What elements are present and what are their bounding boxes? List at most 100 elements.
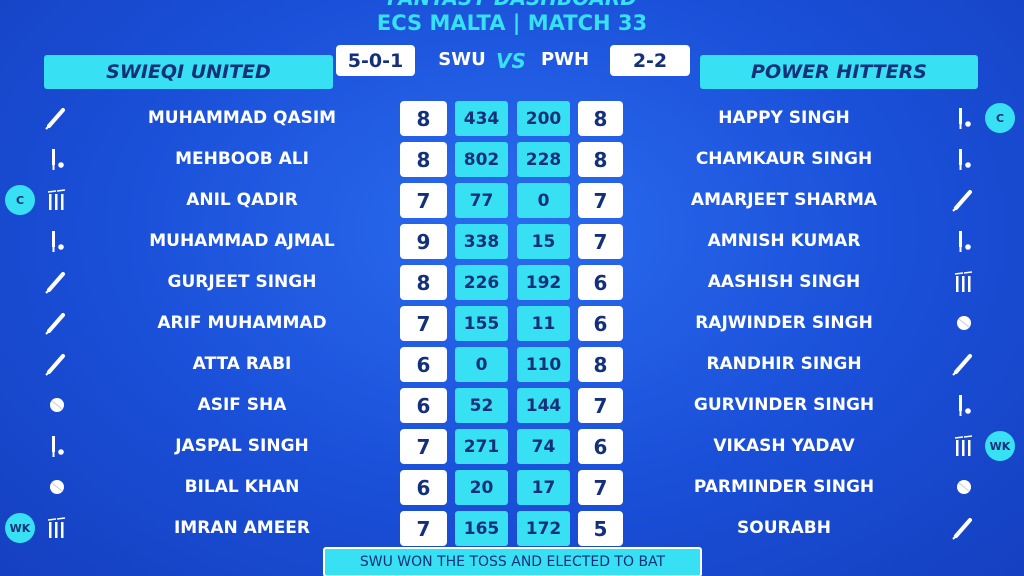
role-icon xyxy=(959,108,971,129)
home-credit: 6 xyxy=(400,347,447,382)
role-icon xyxy=(45,354,65,376)
away-team: POWER HITTERS xyxy=(700,55,978,89)
away-record: 2-2 xyxy=(610,45,690,76)
away-credit: 8 xyxy=(578,347,623,382)
away-points: 192 xyxy=(517,265,570,300)
away-player: AMARJEET SHARMA xyxy=(690,190,878,210)
role-icon xyxy=(952,190,972,212)
role-icon xyxy=(47,189,66,210)
away-player: HAPPY SINGH xyxy=(718,108,850,128)
role-icon xyxy=(52,436,64,457)
away-credit: 7 xyxy=(578,470,623,505)
home-player: ARIF MUHAMMAD xyxy=(157,313,327,333)
home-player: MEHBOOB ALI xyxy=(175,149,309,169)
home-player: MUHAMMAD QASIM xyxy=(147,108,337,128)
away-player: CHAMKAUR SINGH xyxy=(695,149,873,169)
away-player: RANDHIR SINGH xyxy=(706,354,862,374)
role-icon xyxy=(952,354,972,376)
role-icon xyxy=(45,108,65,130)
home-player: JASPAL SINGH xyxy=(175,436,309,456)
away-points: 0 xyxy=(517,183,570,218)
home-points: 802 xyxy=(455,142,508,177)
home-points: 0 xyxy=(455,347,508,382)
away-points: 15 xyxy=(517,224,570,259)
away-points: 144 xyxy=(517,388,570,423)
home-badge: WK xyxy=(5,513,35,543)
away-points: 11 xyxy=(517,306,570,341)
home-points: 52 xyxy=(455,388,508,423)
away-code: PWH xyxy=(540,48,590,70)
role-icon xyxy=(47,517,66,538)
role-icon xyxy=(954,271,973,292)
role-icon xyxy=(45,313,65,335)
role-icon xyxy=(50,398,64,412)
role-icon xyxy=(952,518,972,540)
away-credit: 7 xyxy=(578,388,623,423)
away-player: AASHISH SINGH xyxy=(707,272,861,292)
away-points: 17 xyxy=(517,470,570,505)
role-icon xyxy=(52,149,64,170)
home-player: ASIF SHA xyxy=(197,395,287,415)
home-player: BILAL KHAN xyxy=(184,477,300,497)
home-credit: 8 xyxy=(400,142,447,177)
home-points: 20 xyxy=(455,470,508,505)
home-points: 338 xyxy=(455,224,508,259)
away-badge: WK xyxy=(985,431,1015,461)
away-player: VIKASH YADAV xyxy=(713,436,855,456)
away-points: 200 xyxy=(517,101,570,136)
away-credit: 7 xyxy=(578,183,623,218)
away-credit: 6 xyxy=(578,429,623,464)
role-icon xyxy=(957,480,971,494)
role-icon xyxy=(50,480,64,494)
away-credit: 5 xyxy=(578,511,623,546)
home-player: ANIL QADIR xyxy=(186,190,298,210)
away-credit: 6 xyxy=(578,265,623,300)
home-credit: 7 xyxy=(400,511,447,546)
role-icon xyxy=(957,316,971,330)
home-credit: 7 xyxy=(400,183,447,218)
home-points: 77 xyxy=(455,183,508,218)
home-credit: 6 xyxy=(400,470,447,505)
home-credit: 7 xyxy=(400,429,447,464)
away-credit: 8 xyxy=(578,142,623,177)
home-badge: C xyxy=(5,185,35,215)
away-player: GURVINDER SINGH xyxy=(693,395,875,415)
role-icon xyxy=(45,272,65,294)
home-player: IMRAN AMEER xyxy=(173,518,311,538)
away-credit: 7 xyxy=(578,224,623,259)
home-points: 155 xyxy=(455,306,508,341)
home-credit: 6 xyxy=(400,388,447,423)
away-points: 172 xyxy=(517,511,570,546)
home-points: 271 xyxy=(455,429,508,464)
role-icon xyxy=(959,231,971,252)
home-credit: 9 xyxy=(400,224,447,259)
away-player: AMNISH KUMAR xyxy=(707,231,861,251)
home-code: SWU xyxy=(438,48,486,70)
away-points: 110 xyxy=(517,347,570,382)
role-icon xyxy=(52,231,64,252)
away-player: RAJWINDER SINGH xyxy=(695,313,873,333)
title: FANTASY DASHBOARD xyxy=(312,0,712,10)
home-credit: 8 xyxy=(400,101,447,136)
footer: SWU WON THE TOSS AND ELECTED TO BAT xyxy=(323,547,702,576)
home-points: 434 xyxy=(455,101,508,136)
away-player: PARMINDER SINGH xyxy=(693,477,875,497)
home-points: 165 xyxy=(455,511,508,546)
home-record: 5-0-1 xyxy=(336,45,415,76)
home-credit: 7 xyxy=(400,306,447,341)
home-credit: 8 xyxy=(400,265,447,300)
away-credit: 6 xyxy=(578,306,623,341)
away-player: SOURABH xyxy=(737,518,831,538)
role-icon xyxy=(954,435,973,456)
role-icon xyxy=(959,149,971,170)
away-points: 228 xyxy=(517,142,570,177)
home-player: MUHAMMAD AJMAL xyxy=(149,231,335,251)
home-player: GURJEET SINGH xyxy=(167,272,317,292)
home-team: SWIEQI UNITED xyxy=(44,55,333,89)
subtitle: ECS MALTA | MATCH 33 xyxy=(376,11,648,35)
away-badge: C xyxy=(985,103,1015,133)
away-points: 74 xyxy=(517,429,570,464)
vs: VS xyxy=(496,49,526,73)
away-credit: 8 xyxy=(578,101,623,136)
